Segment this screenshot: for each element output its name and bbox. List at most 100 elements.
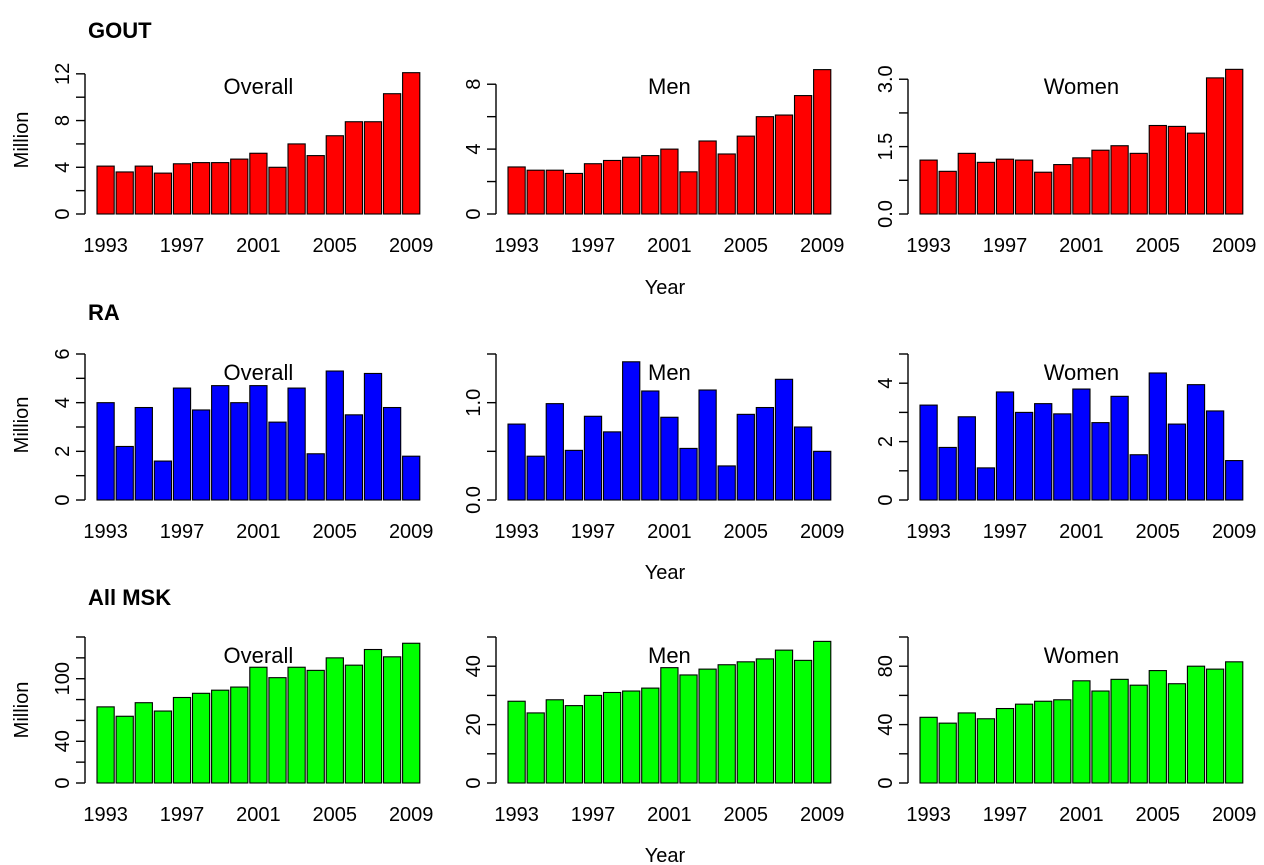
bar-1994: [115, 171, 134, 215]
bar-1999: [622, 690, 641, 784]
x-tick-label: 2001: [236, 521, 281, 543]
bar-2000: [230, 158, 249, 215]
bar-2005: [736, 413, 755, 501]
x-tick-label: 2001: [1059, 235, 1104, 257]
bar-1995: [134, 406, 153, 501]
y-tick-label: 6: [52, 348, 74, 359]
bar-2000: [641, 390, 660, 501]
bar-2003: [698, 389, 717, 501]
bar-1994: [526, 712, 545, 784]
bar-2009: [813, 450, 832, 501]
y-tick-label: 1.0: [463, 389, 485, 417]
bar-2002: [1091, 690, 1110, 784]
bar-2007: [363, 121, 383, 215]
bar-1993: [507, 700, 526, 784]
bar-1998: [602, 431, 622, 501]
x-tick-label: 2005: [313, 804, 358, 826]
xlabel-ra: Year: [645, 562, 686, 584]
x-tick-label: 2001: [236, 804, 281, 826]
x-tick-label: 1997: [160, 521, 205, 543]
bar-1995: [957, 416, 976, 501]
bar-2003: [698, 140, 717, 215]
y-tick-label: 1.5: [875, 133, 897, 161]
x-tick-label: 2001: [647, 235, 692, 257]
x-tick-label: 2005: [724, 235, 769, 257]
bar-2000: [230, 686, 249, 784]
x-tick-label: 2001: [236, 235, 281, 257]
ylabel-gout: Million: [11, 112, 33, 169]
bar-2001: [660, 667, 679, 784]
x-tick-label: 1993: [906, 804, 951, 826]
bar-1999: [1034, 171, 1053, 215]
row-title-all-msk: All MSK: [88, 585, 171, 610]
x-tick-label: 2005: [313, 235, 358, 257]
x-tick-label: 1997: [983, 235, 1028, 257]
bar-2007: [774, 649, 794, 784]
bar-2002: [679, 171, 698, 215]
bar-2009: [402, 72, 421, 215]
x-tick-label: 1993: [906, 235, 951, 257]
bar-2001: [1072, 157, 1091, 215]
y-tick-label: 0: [52, 494, 74, 505]
bar-1993: [96, 706, 115, 784]
bar-1998: [191, 162, 211, 215]
bar-2002: [1091, 149, 1110, 215]
bar-2001: [1072, 388, 1091, 501]
bar-1999: [622, 156, 641, 215]
panel-title: Men: [648, 74, 691, 99]
bar-1997: [995, 707, 1015, 784]
bar-2009: [1225, 68, 1244, 215]
panel-gout-overall: Overall 0 4 8 12 1993 1997 2001 2005 2009: [52, 63, 433, 257]
bar-1993: [96, 165, 115, 215]
bar-1996: [153, 172, 173, 215]
bar-2004: [1129, 152, 1148, 215]
bar-2003: [1110, 678, 1129, 784]
x-tick-label: 1997: [160, 235, 205, 257]
panel-title: Men: [648, 360, 691, 385]
x-tick-label: 2009: [800, 521, 845, 543]
x-tick-label: 1993: [906, 521, 951, 543]
bar-1993: [919, 404, 938, 501]
bar-2001: [249, 152, 268, 215]
bar-2009: [402, 455, 421, 501]
bar-1995: [134, 702, 153, 784]
y-tick-label: 4: [463, 144, 485, 155]
x-tick-label: 1997: [983, 521, 1028, 543]
bar-1998: [1014, 411, 1034, 501]
y-tick-label: 0: [52, 777, 74, 788]
bar-2009: [1225, 460, 1244, 501]
y-tick-label: 40: [463, 655, 485, 677]
bar-2004: [1129, 454, 1148, 501]
bar-1994: [938, 722, 957, 784]
bar-2009: [402, 642, 421, 784]
panel-title: Women: [1044, 643, 1119, 668]
bar-1996: [153, 710, 173, 784]
y-tick-label: 2: [52, 446, 74, 457]
bar-2004: [717, 664, 736, 784]
bar-2003: [698, 668, 717, 784]
bar-2008: [793, 95, 813, 215]
x-tick-label: 2005: [1136, 804, 1181, 826]
x-tick-label: 2001: [1059, 521, 1104, 543]
x-tick-label: 1993: [494, 521, 539, 543]
bar-2008: [1205, 668, 1225, 784]
bar-2000: [1053, 413, 1072, 501]
panel-all-msk-women: Women 0 40 80 1993 1997 2001 2005 2009: [875, 636, 1256, 826]
x-tick-label: 2001: [1059, 804, 1104, 826]
x-tick-label: 1993: [494, 804, 539, 826]
bar-1998: [602, 159, 622, 215]
y-tick-label: 12: [52, 63, 74, 85]
y-tick-label: 100: [52, 662, 74, 695]
bar-2008: [382, 656, 402, 784]
bar-2005: [736, 135, 755, 215]
bar-2008: [1205, 77, 1225, 215]
x-tick-label: 1993: [83, 521, 128, 543]
bar-2008: [382, 93, 402, 215]
bar-2001: [660, 416, 679, 501]
bar-1998: [1014, 159, 1034, 215]
bar-2004: [717, 465, 736, 501]
bar-1997: [583, 694, 603, 784]
y-tick-label: 0.0: [463, 486, 485, 514]
bar-1998: [191, 692, 211, 784]
